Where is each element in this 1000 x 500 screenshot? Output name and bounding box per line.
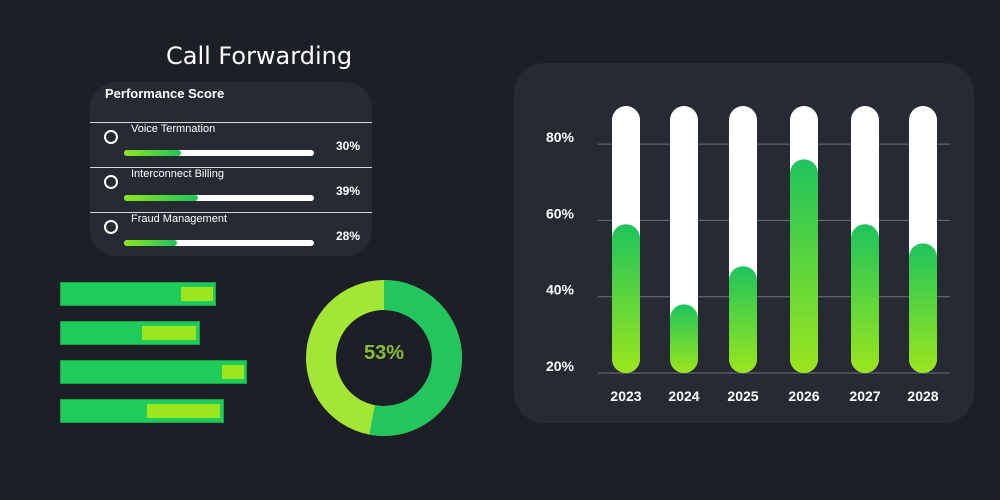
progress-track [124, 195, 314, 201]
x-tick-label: 2026 [788, 388, 819, 404]
donut-chart [306, 280, 462, 436]
bar-2025[interactable] [729, 266, 757, 373]
perf-item-percent: 28% [335, 229, 360, 243]
progress-fill [124, 195, 199, 201]
y-tick-label: 20% [546, 358, 575, 374]
radio-icon[interactable] [104, 175, 118, 189]
hbar-3 [60, 360, 247, 384]
page-title: Call Forwarding [166, 42, 353, 70]
hbar-2 [60, 321, 200, 345]
y-tick-label: 80% [546, 129, 575, 145]
radio-icon[interactable] [104, 130, 118, 144]
perf-item-label: Interconnect Billing [131, 168, 224, 180]
y-tick-label: 40% [546, 282, 575, 298]
progress-track [124, 240, 314, 246]
perf-item-label: Voice Termnation [131, 123, 216, 135]
perf-item-label: Fraud Management [131, 213, 227, 225]
x-tick-label: 2023 [610, 388, 641, 404]
grid-layer [598, 143, 950, 374]
bar-2024[interactable] [670, 304, 698, 373]
progress-fill [124, 150, 181, 156]
x-tick-label: 2027 [849, 388, 880, 404]
hbar-inner [221, 365, 245, 379]
performance-card: Performance Score Voice Termnation 30% I… [90, 82, 372, 256]
performance-title: Performance Score [105, 86, 225, 101]
hbar-inner [181, 287, 214, 301]
hbar-inner [146, 404, 220, 418]
perf-item-interconnect-billing[interactable]: Interconnect Billing 39% [90, 167, 372, 214]
donut-main-arc [306, 280, 462, 436]
hbar-inner [142, 326, 197, 340]
progress-fill [124, 240, 178, 246]
x-tick-label: 2028 [907, 388, 938, 404]
bar-2023[interactable] [612, 224, 640, 373]
radio-icon[interactable] [104, 220, 118, 234]
bar-layer [612, 106, 937, 373]
perf-item-percent: 39% [335, 184, 360, 198]
hbar-1 [60, 282, 216, 306]
donut-label: 53% [363, 342, 405, 364]
y-tick-label: 60% [546, 205, 575, 221]
label-layer: 20% 40% 60% 80% 2023 2024 2025 2026 2027 2028 [546, 129, 939, 404]
progress-track [124, 150, 314, 156]
bar-2026[interactable] [790, 159, 818, 373]
bar-2027[interactable] [851, 224, 879, 373]
perf-item-voice-termination[interactable]: Voice Termnation 30% [90, 122, 372, 169]
x-tick-label: 2025 [727, 388, 758, 404]
hbar-4 [60, 399, 224, 423]
x-tick-label: 2024 [668, 388, 699, 404]
perf-item-fraud-management[interactable]: Fraud Management 28% [90, 212, 372, 259]
perf-item-percent: 30% [335, 139, 360, 153]
bar-chart: 20% 40% 60% 80% 2023 2024 2025 2026 2027 2028 [546, 106, 950, 404]
bar-2028[interactable] [909, 243, 937, 373]
